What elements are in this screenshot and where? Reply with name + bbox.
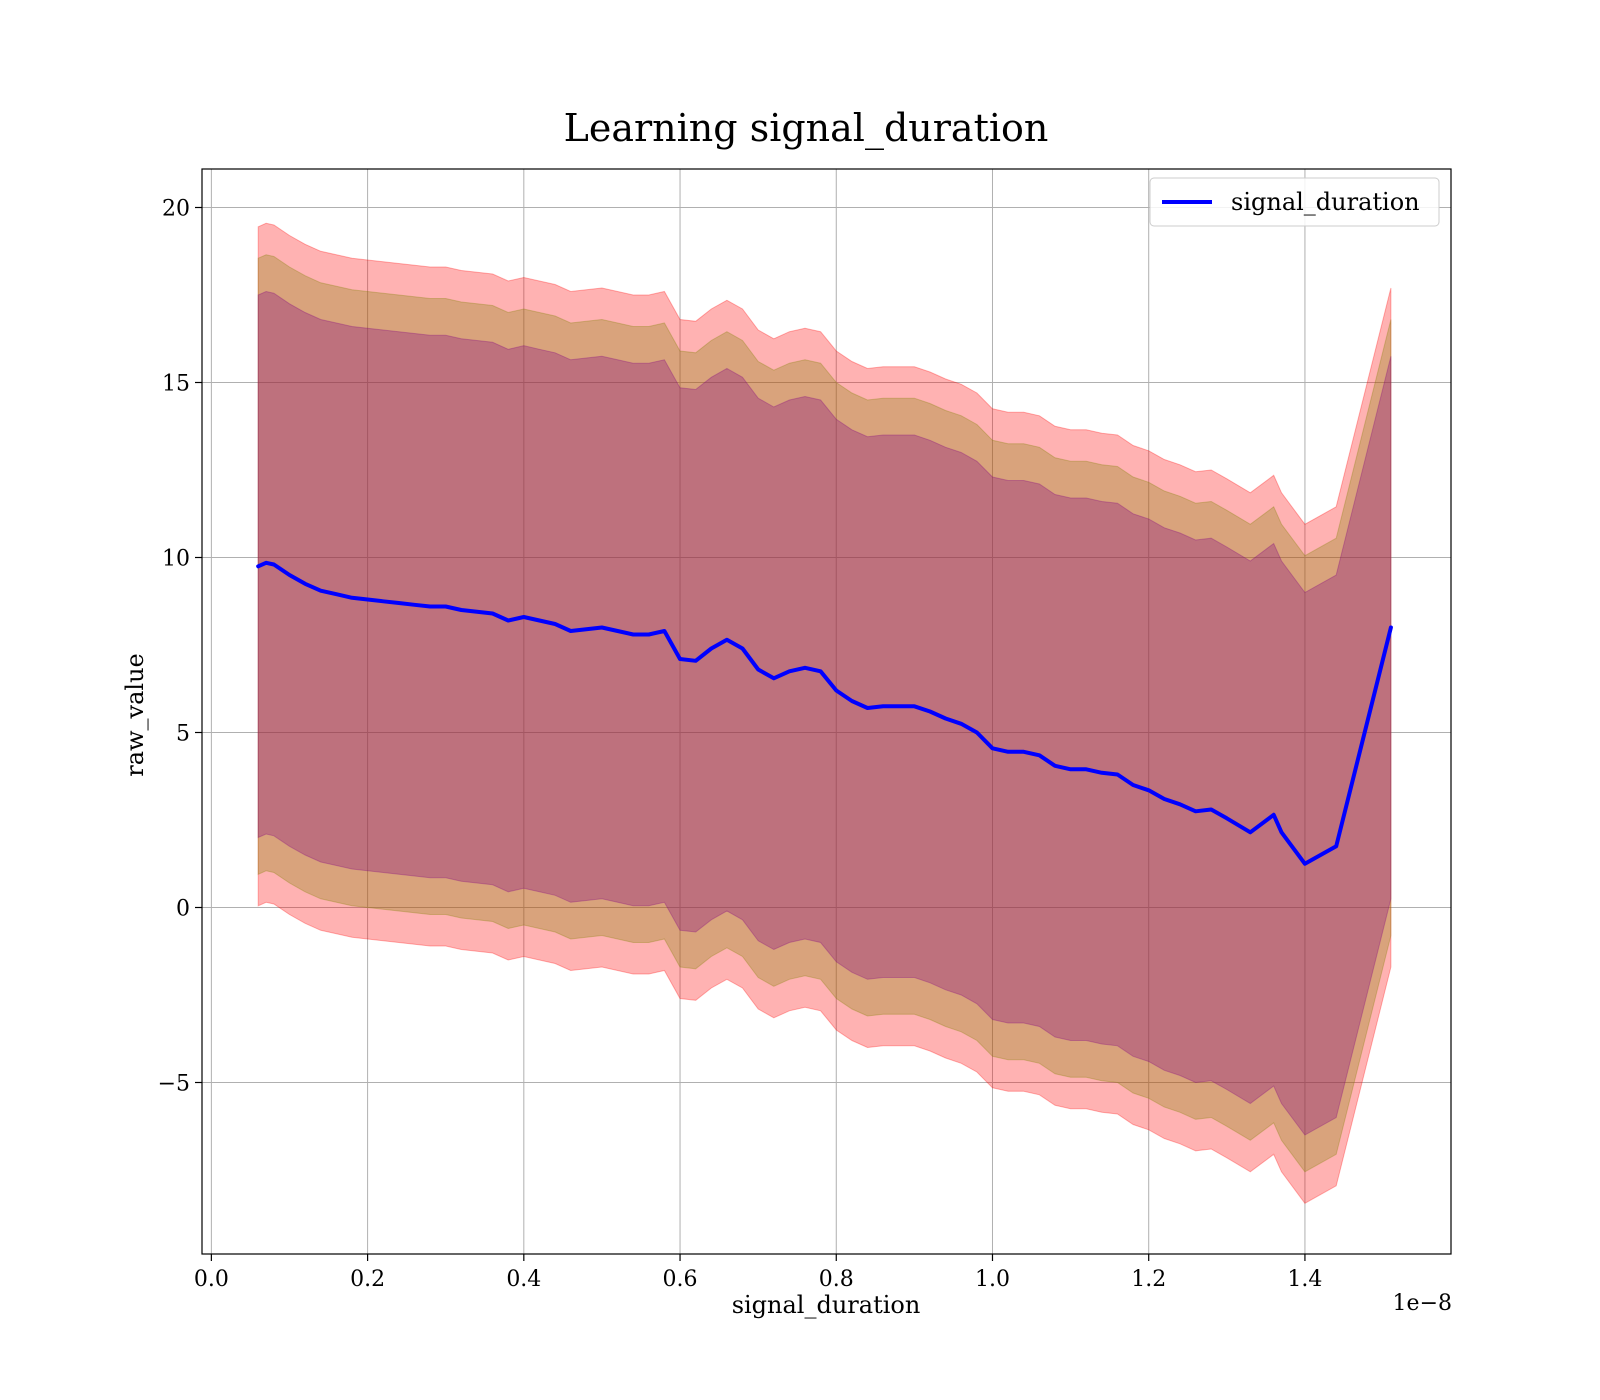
y-axis-label: raw_value [121,653,149,777]
y-tick-label: 20 [162,197,190,222]
x-tick-label: 0.0 [194,1267,229,1292]
legend-label-signal-duration: signal_duration [1231,188,1420,216]
chart-title: Learning signal_duration [564,106,1049,151]
legend-box [1149,177,1440,227]
y-tick-label: 0 [176,897,190,922]
x-tick-label: 0.4 [506,1267,541,1292]
x-tick-label: 0.2 [350,1267,385,1292]
series-line-signal-duration [256,560,1393,866]
x-tick-label: 1.0 [975,1267,1010,1292]
x-tick-label: 1.4 [1287,1267,1322,1292]
band-3std [257,222,1392,1204]
legend: signal_duration [1149,177,1440,227]
x-tick-label: 0.8 [819,1267,854,1292]
x-axis-label: signal_duration [732,1291,921,1319]
x-tick-label: 0.6 [663,1267,698,1292]
y-tick-label: −5 [158,1072,190,1097]
plot-frame [201,168,1452,1255]
band-1std [257,290,1392,1136]
x-tick-label: 1.2 [1131,1267,1166,1292]
y-tick-label: 5 [176,722,190,747]
y-axis-ticks: −5 0 5 10 15 20 [158,197,202,1097]
band-2std [257,254,1392,1173]
bands [257,222,1392,1204]
x-axis-ticks: 0.0 0.2 0.4 0.6 0.8 1.0 1.2 1.4 [194,1254,1322,1292]
series [256,560,1393,866]
x-axis-offset-text: 1e−8 [1393,1291,1452,1316]
y-tick-label: 10 [162,547,190,572]
y-tick-label: 15 [162,372,190,397]
